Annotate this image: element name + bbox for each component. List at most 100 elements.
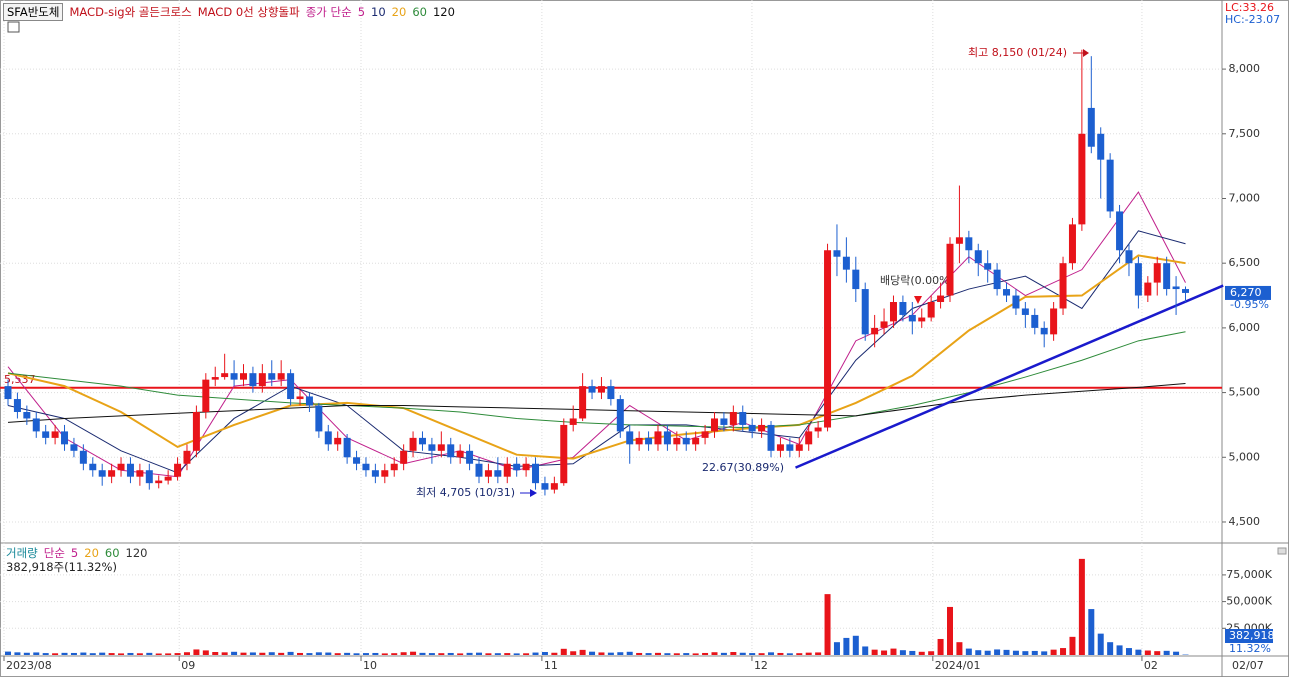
x-tick-label: 12: [754, 659, 768, 672]
candle-body: [1012, 295, 1020, 309]
volume-bar: [523, 653, 530, 655]
low-annotation: 최저 4,705 (10/31): [416, 486, 515, 499]
volume-bar: [334, 653, 341, 655]
volume-bar: [249, 652, 256, 655]
volume-box: [1225, 629, 1273, 643]
candle-body: [805, 431, 813, 445]
candle-body: [1068, 224, 1076, 264]
candle-body: [918, 317, 926, 322]
y-tick-label: 6,000: [1229, 321, 1261, 334]
candle-body: [701, 431, 709, 438]
volume-bar: [391, 653, 398, 655]
candle-body: [164, 476, 172, 481]
volume-bar: [231, 651, 238, 655]
lc-label: LC:33.26: [1225, 1, 1274, 14]
x-tick-label: 2023/08: [6, 659, 52, 672]
candle-body: [550, 483, 558, 490]
volume-bar: [146, 652, 153, 655]
volume-bar: [14, 652, 21, 655]
change-label: -0.95%: [1230, 298, 1269, 311]
volume-bar: [221, 652, 228, 655]
volume-bar: [1069, 636, 1076, 655]
candle-body: [588, 386, 596, 393]
volume-bar: [80, 652, 87, 655]
candle-body: [353, 457, 361, 464]
candle-body: [334, 437, 342, 445]
volume-title: 거래량: [6, 546, 38, 560]
volume-bar: [749, 653, 756, 655]
candle-body: [296, 396, 304, 400]
candle-body: [447, 444, 455, 458]
volume-bar: [881, 650, 888, 655]
volume-bar: [108, 653, 115, 655]
grid: [0, 0, 1222, 656]
volume-bar: [259, 652, 266, 655]
candle-body: [748, 424, 756, 432]
volume-bar: [212, 652, 219, 655]
candle-body: [786, 444, 794, 451]
volume-bar: [127, 652, 134, 655]
candle-body: [51, 431, 59, 438]
legend-entry: 120: [125, 546, 148, 560]
header: SFA반도체 MACD-sig와 골든크로스 MACD 0선 상향돌파 종가 단…: [3, 3, 455, 21]
volume-bar: [1003, 649, 1010, 655]
hc-label: HC:-23.07: [1225, 13, 1280, 26]
candle-body: [475, 463, 483, 477]
volume-bar: [287, 651, 294, 655]
volume-bar: [768, 652, 775, 655]
volume-bar: [956, 642, 963, 655]
candle-body: [852, 269, 860, 290]
candle-body: [908, 314, 916, 322]
volume-bar: [1078, 558, 1085, 655]
candle-body: [937, 295, 945, 303]
volume-bar: [52, 653, 59, 655]
candle-body: [965, 237, 973, 251]
volume-bar: [1088, 609, 1095, 655]
volume-bar: [447, 652, 454, 655]
price-box: [1225, 285, 1271, 300]
candle-body: [343, 437, 351, 458]
volume-bar: [485, 653, 492, 655]
candle-body: [126, 463, 134, 477]
volume-bar: [325, 652, 332, 655]
volume-bar: [118, 653, 125, 655]
candle-body: [503, 463, 511, 477]
volume-bar: [541, 652, 548, 655]
candle-body: [1125, 250, 1133, 264]
candle-body: [541, 483, 549, 490]
volume-bar: [202, 650, 209, 655]
volume-last: 382,918: [1229, 629, 1275, 642]
volume-bar: [560, 648, 567, 655]
volume-bar: [372, 652, 379, 655]
volume-bar: [532, 652, 539, 655]
dividend-annotation: 배당락(0.00%): [880, 274, 954, 287]
volume-bar: [739, 652, 746, 655]
volume-bar: [89, 653, 96, 655]
legend-entry: 60: [412, 5, 427, 19]
volume-bar: [1163, 650, 1170, 655]
candle-body: [1050, 308, 1058, 335]
volume-bar: [824, 594, 831, 655]
volume-bar: [494, 653, 501, 655]
volume-bar: [174, 653, 181, 655]
candle-body: [927, 302, 935, 318]
candle-body: [409, 437, 417, 451]
candle-body: [861, 289, 869, 335]
legend-entry: 20: [84, 546, 99, 560]
candle-body: [494, 470, 502, 477]
pane-button[interactable]: [1277, 547, 1287, 555]
grid-icon[interactable]: [7, 21, 20, 33]
volume-bar: [306, 653, 313, 655]
symbol[interactable]: SFA반도체: [3, 3, 64, 21]
volume-bar: [984, 650, 991, 655]
candle-body: [89, 463, 97, 471]
candle-body: [513, 463, 521, 471]
volume-header: 거래량 단순 5 20 60 120: [6, 545, 147, 561]
candle-body: [522, 463, 530, 471]
candle-body: [183, 450, 191, 464]
volume-bar: [504, 653, 511, 655]
volume-bar: [466, 652, 473, 655]
volume-bar: [1097, 633, 1104, 655]
candle-body: [597, 386, 605, 393]
volume-bar: [777, 652, 784, 655]
